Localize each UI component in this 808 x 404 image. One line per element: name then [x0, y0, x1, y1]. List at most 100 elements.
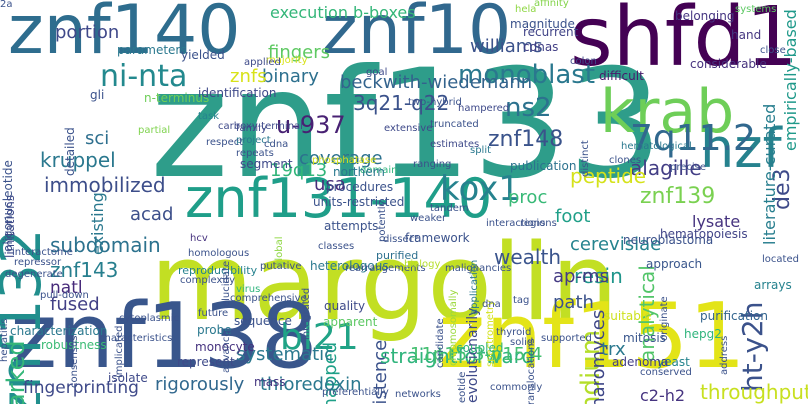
cloud-word: commonly — [490, 382, 543, 393]
cloud-word: 2a — [0, 0, 13, 10]
cloud-word: address — [719, 335, 730, 375]
cloud-word: suitable — [604, 309, 652, 323]
cloud-word: znf143 — [50, 258, 119, 282]
cloud-word: kruppel — [40, 148, 116, 172]
cloud-word: hela — [515, 4, 537, 15]
cloud-word: znf140 — [8, 0, 241, 70]
cloud-word: wealth — [494, 245, 561, 269]
cloud-word: ns2 — [505, 93, 552, 123]
cloud-word: fused — [50, 294, 100, 315]
cloud-word: krab — [600, 77, 735, 147]
cloud-word: znf139 — [640, 184, 716, 209]
cloud-word: quality — [324, 299, 366, 313]
cloud-word: networks — [395, 389, 441, 400]
cloud-word: carboxy-terminal — [218, 121, 303, 132]
cloud-word: putative — [260, 261, 302, 272]
cloud-word: znf133 — [150, 38, 663, 212]
cloud-word: potently — [377, 200, 388, 243]
cloud-word: znfs — [230, 66, 267, 87]
cloud-word: classes — [318, 241, 355, 252]
cloud-word: approach — [646, 257, 703, 271]
cloud-word: belonging — [675, 9, 735, 23]
cloud-word: natl — [50, 278, 83, 298]
cloud-word: identification — [198, 86, 277, 100]
cloud-word: cytoplasmic — [119, 313, 179, 324]
cloud-word: degenerate — [5, 269, 63, 280]
cloud-word: execution b-boxes — [270, 3, 416, 22]
cloud-word: difficult — [599, 69, 644, 83]
cloud-word: immobilized — [44, 173, 166, 197]
cloud-word: hcv — [190, 233, 208, 244]
cloud-word: precise — [670, 162, 707, 173]
cloud-word: candidate — [435, 318, 446, 368]
cloud-word: existing — [88, 192, 107, 255]
cloud-word: n-terminus — [144, 91, 210, 105]
cloud-word: advance — [221, 330, 232, 373]
cloud-word: partial — [138, 125, 171, 136]
cloud-word: isolate — [108, 371, 148, 385]
cloud-word: detailed — [63, 127, 77, 176]
cloud-word: truncated — [430, 119, 479, 130]
cloud-word: conserved — [640, 367, 692, 378]
cloud-word: path — [553, 292, 594, 313]
cloud-word: parameters — [117, 43, 187, 57]
cloud-word: characterization — [10, 324, 108, 338]
cloud-word: sci — [85, 128, 110, 149]
cloud-word: purification — [700, 309, 768, 323]
cloud-word: literature-curated — [760, 103, 779, 245]
cloud-word: acad — [130, 204, 174, 225]
cloud-word: publication — [510, 159, 577, 173]
cloud-word: thyroid — [496, 327, 532, 338]
cloud-word: hepatitis — [0, 318, 10, 362]
cloud-word: rearrangements — [345, 263, 426, 274]
cloud-word: family — [236, 123, 267, 134]
cloud-word: u-937 — [276, 111, 346, 139]
cloud-word: straightforward — [380, 344, 535, 368]
cloud-word: close — [760, 45, 786, 56]
cloud-word: procedures — [326, 180, 394, 194]
cloud-word: interactions — [486, 218, 546, 229]
cloud-word: complexity — [180, 275, 235, 286]
cloud-word: foot — [555, 206, 591, 227]
cloud-word: originate — [659, 296, 670, 341]
cloud-word: consensus — [69, 335, 80, 388]
cloud-word: dissect — [383, 234, 419, 245]
cloud-word: neuroblastoma — [623, 233, 714, 247]
cloud-word: hampered — [458, 103, 510, 114]
cloud-word: recurrent — [523, 25, 579, 39]
cloud-word: regions — [520, 218, 557, 229]
cloud-word: split — [470, 145, 492, 156]
cloud-word: applied — [244, 57, 281, 68]
cloud-word: 11p15.3-p15.4 — [410, 344, 543, 365]
cloud-word: systems — [735, 4, 777, 15]
cloud-word: portion — [55, 22, 120, 43]
cloud-word: gli — [90, 88, 105, 102]
cloud-word: usa — [314, 174, 346, 195]
cloud-word: reproducibility — [178, 264, 258, 277]
cloud-word: domain — [360, 165, 398, 176]
cloud-word: spectrometry — [485, 300, 496, 367]
cloud-word: dna — [482, 299, 501, 310]
cloud-word: probe — [197, 323, 232, 337]
cloud-word: c2-h2 — [640, 386, 686, 404]
cloud-word: considerable — [690, 57, 767, 71]
cloud-word: nucleotide — [457, 371, 468, 404]
cloud-word: rigorously — [155, 374, 245, 395]
cloud-word: colon — [570, 56, 597, 67]
cloud-word: hematological — [621, 141, 692, 152]
cloud-word: characteristics — [99, 333, 173, 344]
cloud-word: pull-down — [40, 290, 89, 301]
cloud-word: thioredoxin — [260, 374, 362, 395]
cloud-word: coverage — [299, 148, 383, 169]
cloud-word: evolutionarily — [465, 307, 481, 403]
cloud-word: ranging — [413, 159, 452, 170]
cloud-word: tag — [513, 295, 530, 306]
cloud-word: yeast — [657, 355, 690, 369]
cloud-word: attempts — [324, 219, 379, 233]
cloud-word: hepg2 — [684, 327, 722, 341]
cloud-word: interactome — [12, 247, 73, 258]
cloud-word: hzf — [700, 117, 782, 180]
cloud-word: fingerprinting — [23, 378, 139, 398]
cloud-word: respect — [206, 137, 244, 148]
